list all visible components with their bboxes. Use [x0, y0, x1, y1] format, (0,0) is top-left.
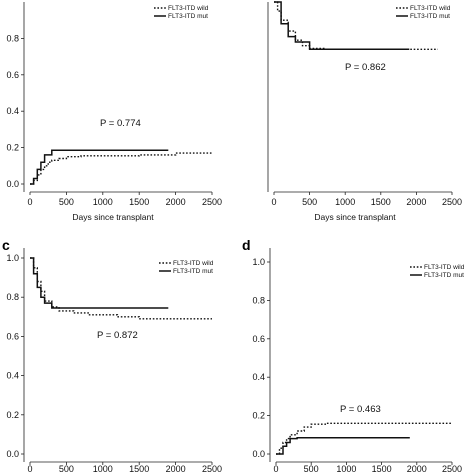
- x-tick-label: 2500: [202, 464, 222, 474]
- x-tick-label: 0: [27, 197, 32, 207]
- y-tick-label: 0.8: [6, 292, 19, 302]
- y-tick-label: 0.4: [252, 372, 265, 382]
- legend-label: FLT3-ITD wild: [424, 264, 465, 271]
- x-tick-label: 2000: [166, 464, 186, 474]
- legend-label: FLT3-ITD wild: [410, 5, 451, 12]
- y-tick-label: 0.0: [6, 179, 19, 189]
- y-tick-label: 0.6: [252, 334, 265, 344]
- y-tick-label: 1.0: [252, 257, 265, 267]
- y-tick-label: 0.2: [6, 410, 19, 420]
- x-tick-label: 1000: [336, 464, 356, 474]
- p-value-annotation: P = 0.862: [345, 62, 386, 73]
- x-tick-label: 2000: [166, 197, 186, 207]
- x-tick-label: 2500: [442, 197, 462, 207]
- x-tick-label: 1500: [129, 197, 149, 207]
- y-tick-label: 0.0: [6, 449, 19, 459]
- y-tick-label: 0.4: [6, 371, 19, 381]
- x-tick-label: 500: [59, 197, 74, 207]
- series-line-mut: [276, 436, 410, 455]
- y-tick-label: 0.2: [6, 143, 19, 153]
- series-line-wild: [30, 152, 212, 185]
- x-tick-label: 2000: [407, 464, 427, 474]
- y-tick-label: 0.6: [6, 331, 19, 341]
- series-line-wild: [276, 422, 452, 455]
- y-tick-label: 0.8: [6, 33, 19, 43]
- y-tick-label: 1.0: [6, 253, 19, 263]
- x-tick-label: 2000: [406, 197, 426, 207]
- x-tick-label: 500: [302, 197, 317, 207]
- y-tick-label: 0.8: [252, 295, 265, 305]
- x-tick-label: 1000: [93, 464, 113, 474]
- x-tick-label: 0: [27, 464, 32, 474]
- panel-label-c: c: [2, 237, 10, 253]
- x-tick-label: 0: [271, 197, 276, 207]
- x-tick-label: 1000: [335, 197, 355, 207]
- panel-label-d: d: [242, 237, 251, 253]
- x-axis-label: Days since transplant: [314, 212, 396, 222]
- legend-label: FLT3-ITD mut: [424, 272, 464, 279]
- x-tick-label: 1500: [372, 464, 392, 474]
- legend-label: FLT3-ITD mut: [173, 268, 213, 275]
- series-line-mut: [30, 149, 169, 185]
- x-tick-label: 0: [273, 464, 278, 474]
- x-tick-label: 1500: [129, 464, 149, 474]
- y-tick-label: 0.6: [6, 70, 19, 80]
- x-tick-label: 1000: [93, 197, 113, 207]
- p-value-annotation: P = 0.463: [340, 404, 381, 415]
- panel-d: 0.0 0.2 0.4 0.6 0.8 1.0 0 500 1000 1500 2000 2500 P …: [242, 237, 465, 474]
- series-line-mut: [30, 257, 169, 309]
- legend-label: FLT3-ITD mut: [410, 13, 450, 20]
- panel-c: 0.0 0.2 0.4 0.6 0.8 1.0 0 500 1000 1500 2000 2500 P …: [2, 237, 222, 474]
- legend-label: FLT3-ITD wild: [173, 260, 214, 267]
- p-value-annotation: P = 0.872: [97, 330, 138, 341]
- legend-label: FLT3-ITD mut: [168, 13, 208, 20]
- x-tick-label: 500: [59, 464, 74, 474]
- y-tick-label: 0.0: [252, 449, 265, 459]
- panel-b: 0 500 1000 1500 2000 2500 Days since transplan…: [267, 1, 462, 222]
- x-axis-label: Days since transplant: [72, 212, 154, 222]
- x-tick-label: 1500: [371, 197, 391, 207]
- panel-a: 0.0 0.2 0.4 0.6 0.8 0 500 1000 1500 2000 2500 Days …: [6, 2, 222, 222]
- y-tick-label: 0.2: [252, 411, 265, 421]
- legend-label: FLT3-ITD wild: [168, 5, 209, 12]
- x-tick-label: 2500: [442, 464, 462, 474]
- p-value-annotation: P = 0.774: [100, 118, 141, 129]
- x-tick-label: 500: [304, 464, 319, 474]
- y-tick-label: 0.4: [6, 106, 19, 116]
- x-tick-label: 2500: [202, 197, 222, 207]
- series-line-mut: [274, 1, 410, 51]
